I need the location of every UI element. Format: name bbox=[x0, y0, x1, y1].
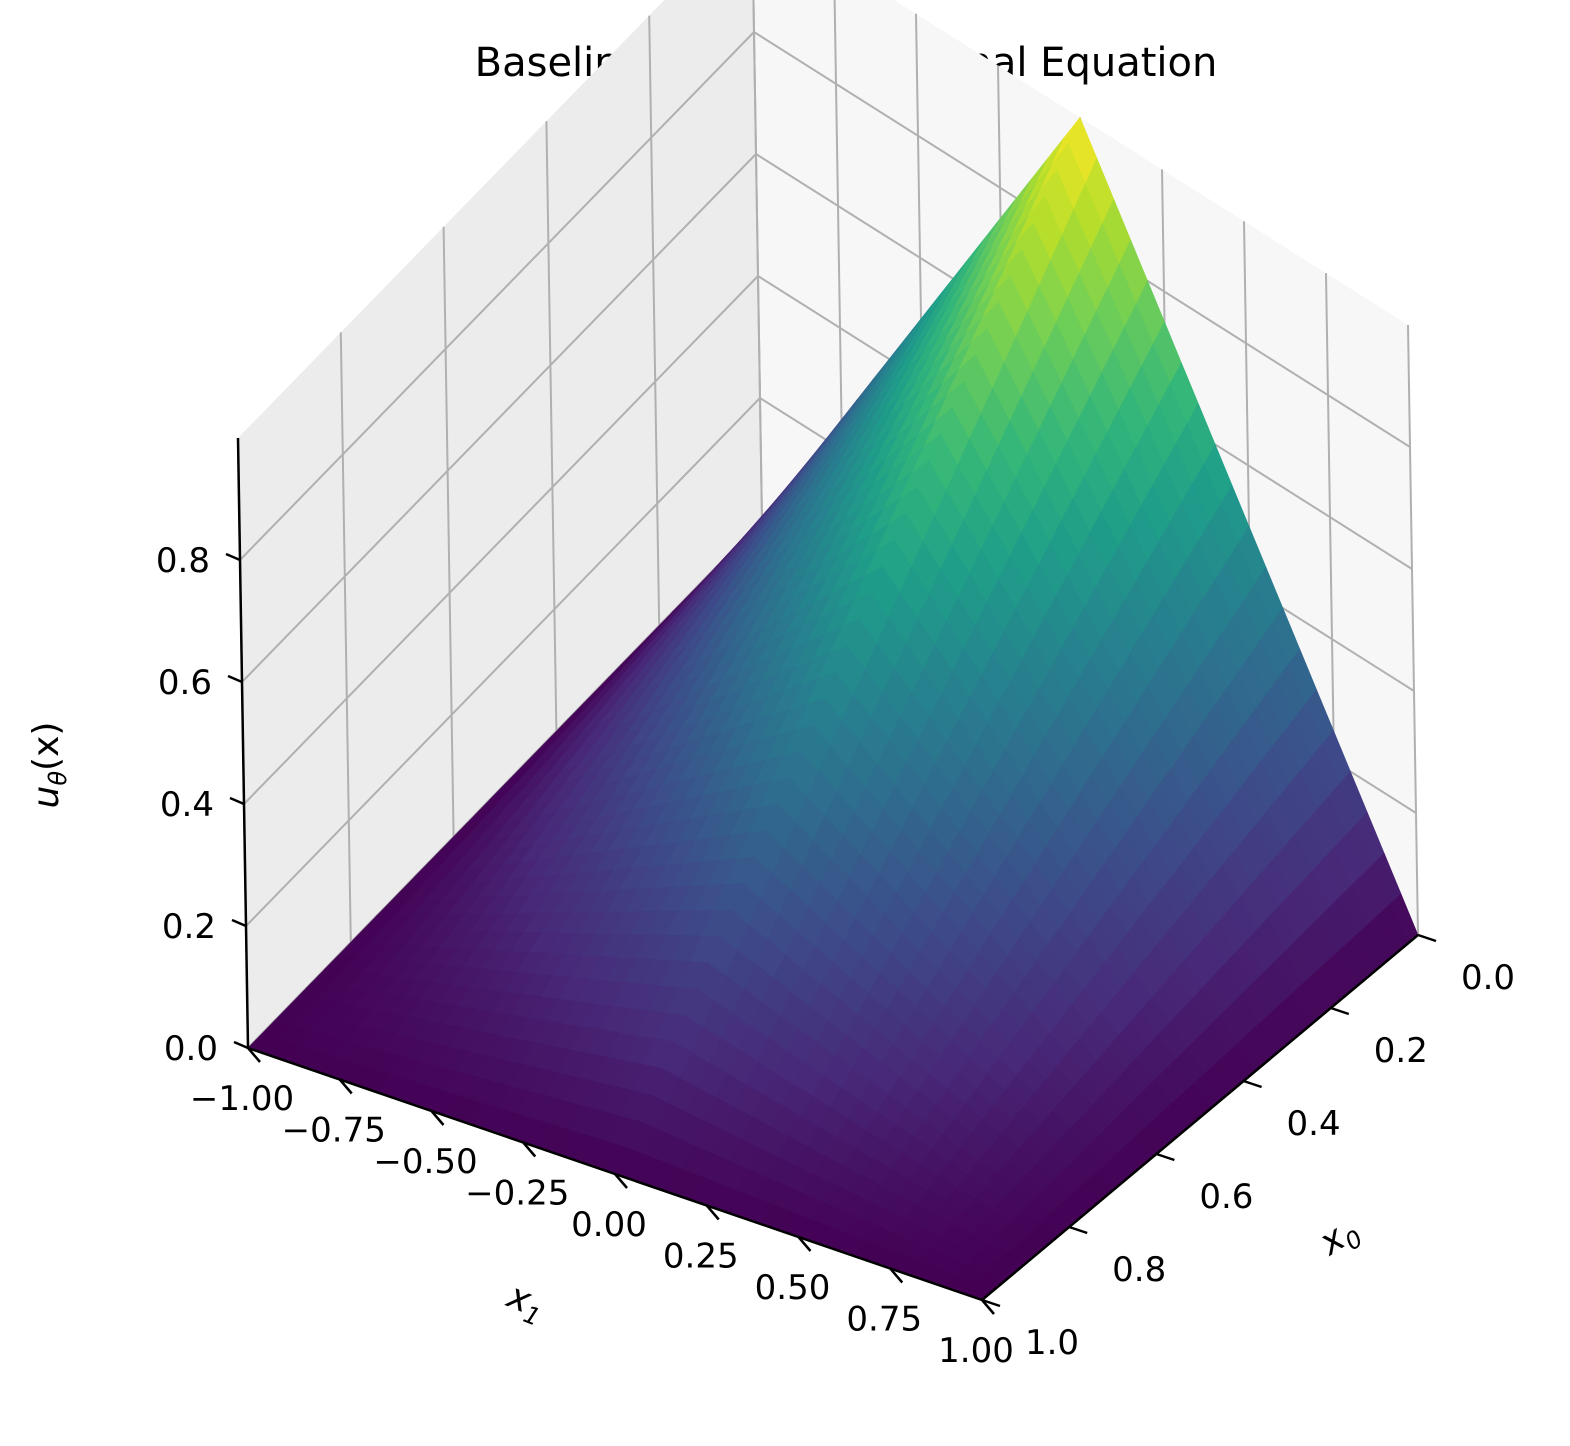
x1-tick bbox=[522, 1141, 537, 1158]
z-axis-label-main: u bbox=[26, 786, 67, 809]
grid-line-z-left bbox=[239, 31, 755, 561]
grid-line-x0-wall bbox=[545, 121, 558, 732]
x0-tick-label: 0.0 bbox=[1461, 958, 1515, 998]
x1-tick bbox=[338, 1078, 353, 1095]
z-tick bbox=[227, 674, 243, 684]
x0-tick bbox=[1243, 1079, 1262, 1089]
z-tick-label: 0.6 bbox=[158, 663, 212, 703]
x1-tick bbox=[614, 1173, 628, 1189]
x0-tick-label: 0.6 bbox=[1199, 1177, 1253, 1217]
x1-tick-label: −1.00 bbox=[190, 1079, 294, 1119]
x1-tick-label: 0.25 bbox=[663, 1237, 739, 1277]
z-tick bbox=[231, 918, 247, 928]
x0-tick-label: 0.8 bbox=[1112, 1250, 1166, 1290]
z-tick bbox=[229, 796, 245, 806]
grid-line-z-left bbox=[243, 275, 759, 805]
x0-axis-line bbox=[981, 934, 1419, 1301]
grid-line-z-left bbox=[245, 397, 761, 927]
z-tick bbox=[233, 1040, 249, 1050]
surface-mesh bbox=[247, 116, 1419, 1301]
z-tick-label: 0.2 bbox=[162, 907, 216, 947]
x1-tick bbox=[430, 1110, 445, 1126]
z-tick-label: 0.0 bbox=[164, 1029, 218, 1069]
left-pane bbox=[238, 0, 762, 1048]
z-axis-label-sub: θ bbox=[44, 771, 72, 786]
x0-tick-label: 1.0 bbox=[1025, 1323, 1079, 1363]
x1-tick-label: −0.25 bbox=[465, 1174, 569, 1214]
x1-tick-label: −0.75 bbox=[282, 1111, 386, 1151]
tick-labels: −1.00−0.75−0.50−0.250.000.250.500.751.00… bbox=[156, 541, 1515, 1371]
x1-tick bbox=[981, 1299, 995, 1315]
z-axis-label: uθ(x) bbox=[26, 722, 72, 809]
x0-tick-label: 0.4 bbox=[1287, 1104, 1341, 1144]
x1-tick-label: −0.50 bbox=[373, 1142, 477, 1182]
x1-tick bbox=[797, 1236, 812, 1252]
x1-axis-label: x1 bbox=[499, 1275, 551, 1332]
grid-line-x1-wall bbox=[1407, 324, 1419, 936]
x1-tick bbox=[705, 1204, 720, 1221]
x0-tick bbox=[1417, 933, 1437, 943]
x1-tick bbox=[247, 1047, 261, 1063]
x0-tick bbox=[1330, 1006, 1350, 1016]
z-tick-label: 0.4 bbox=[160, 785, 214, 825]
x1-tick bbox=[889, 1267, 904, 1284]
grid-line-z-left bbox=[241, 153, 757, 683]
x1-tick-label: 1.00 bbox=[938, 1331, 1014, 1371]
x0-tick-label: 0.2 bbox=[1374, 1031, 1428, 1071]
grid-line-x1-wall bbox=[752, 0, 763, 521]
x1-tick-label: 0.75 bbox=[846, 1300, 922, 1340]
tick-marks bbox=[225, 552, 1437, 1315]
grid-line-x0-wall bbox=[648, 15, 661, 626]
grid-line-x0-wall bbox=[339, 332, 352, 943]
x1-tick-label: 0.00 bbox=[571, 1205, 647, 1245]
x0-tick bbox=[1156, 1152, 1175, 1162]
z-tick-label: 0.8 bbox=[156, 541, 210, 581]
x0-axis-label: x0 bbox=[1311, 1209, 1368, 1268]
x0-tick bbox=[981, 1298, 1001, 1308]
z-axis-label-tail: (x) bbox=[26, 722, 67, 771]
z-tick bbox=[225, 552, 241, 562]
x1-tick-label: 0.50 bbox=[755, 1268, 831, 1308]
x0-tick bbox=[1068, 1225, 1088, 1235]
grid-line-x0-wall bbox=[442, 226, 455, 837]
z-axis-line bbox=[236, 437, 250, 1049]
